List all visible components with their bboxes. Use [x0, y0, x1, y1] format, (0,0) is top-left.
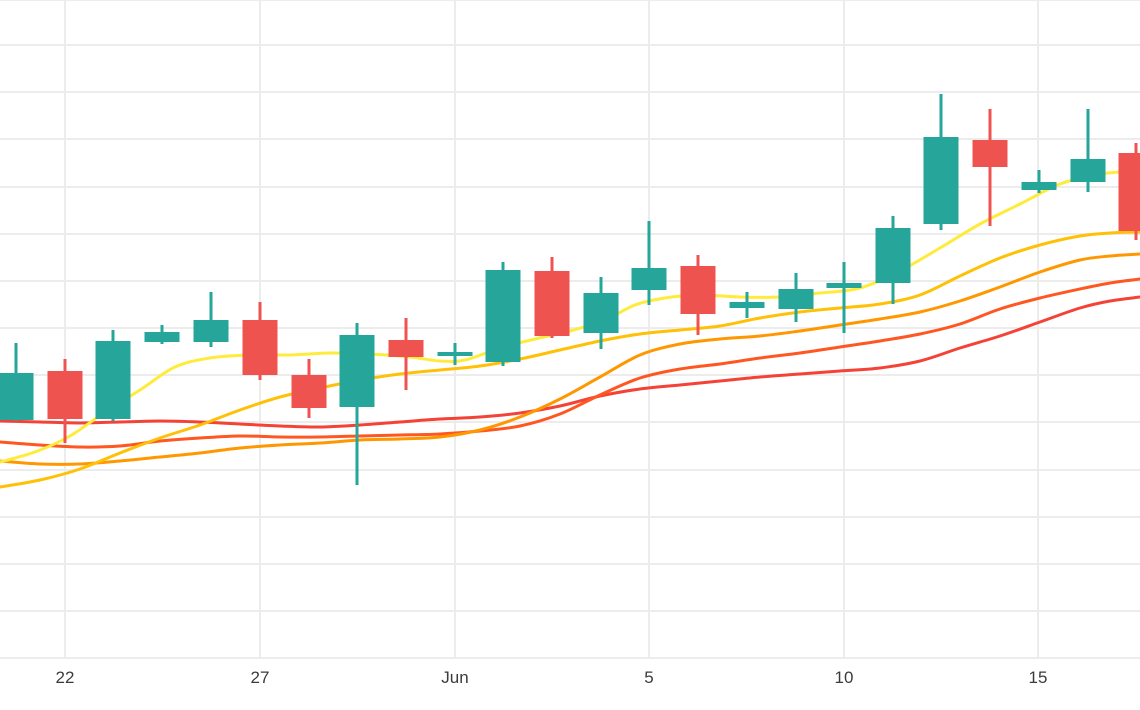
candle-down — [972, 109, 1008, 226]
ma-line-ema-deep-orange — [0, 277, 1140, 449]
candle-down — [291, 359, 327, 418]
candle-body — [680, 266, 716, 314]
candle-body — [1021, 182, 1057, 190]
candle-down — [242, 302, 278, 380]
x-axis-labels: 22 27 Jun 5 10 15 — [56, 668, 1048, 687]
x-tick-label: 22 — [56, 668, 75, 687]
candle-up — [583, 277, 619, 349]
candle-up — [437, 343, 473, 365]
candle-body — [437, 352, 473, 356]
candle-down — [47, 359, 83, 443]
candle-body — [972, 140, 1008, 167]
candle-body — [875, 228, 911, 283]
candle-up — [144, 325, 180, 344]
candle-body — [95, 341, 131, 419]
candle-up — [631, 221, 667, 305]
candle-down — [388, 318, 424, 390]
candle-up — [778, 273, 814, 322]
candle-body — [631, 268, 667, 290]
candle-body — [242, 320, 278, 375]
x-tick-label: 5 — [644, 668, 653, 687]
grid-layer — [0, 0, 1140, 659]
candle-up — [193, 292, 229, 347]
candle-up — [485, 262, 521, 366]
candles-layer — [0, 94, 1140, 485]
candle-up — [923, 94, 959, 230]
candle-body — [534, 271, 570, 336]
candle-body — [485, 270, 521, 362]
candle-body — [193, 320, 229, 342]
candle-down — [680, 255, 716, 335]
ma-line-ema-yellow-fastest — [0, 169, 1140, 464]
x-tick-label: Jun — [441, 668, 468, 687]
ma-line-ema-red-slowest — [0, 295, 1140, 429]
candle-down — [534, 257, 570, 338]
candle-up — [95, 330, 131, 421]
candle-body — [583, 293, 619, 333]
ma-line-ema-orange — [0, 252, 1140, 466]
candle-up — [0, 343, 34, 421]
candle-body — [826, 283, 862, 288]
x-tick-label: 15 — [1029, 668, 1048, 687]
candle-body — [0, 373, 34, 420]
candle-body — [778, 289, 814, 309]
candle-up — [1070, 109, 1106, 192]
candle-body — [923, 137, 959, 224]
candle-body — [144, 332, 180, 342]
ma-line-ema-gold — [0, 230, 1140, 489]
x-tick-label: 27 — [251, 668, 270, 687]
candle-up — [1021, 170, 1057, 193]
ma-lines-layer — [0, 169, 1140, 489]
candle-body — [47, 371, 83, 419]
candle-body — [339, 335, 375, 407]
candle-body — [1070, 159, 1106, 182]
candle-up — [729, 292, 765, 318]
candle-up — [339, 323, 375, 485]
x-tick-label: 10 — [835, 668, 854, 687]
candle-body — [291, 375, 327, 408]
candle-body — [388, 340, 424, 357]
candle-body — [729, 302, 765, 308]
candle-body — [1118, 153, 1140, 231]
candle-up — [826, 262, 862, 333]
candle-up — [875, 216, 911, 304]
candle-down — [1118, 143, 1140, 240]
